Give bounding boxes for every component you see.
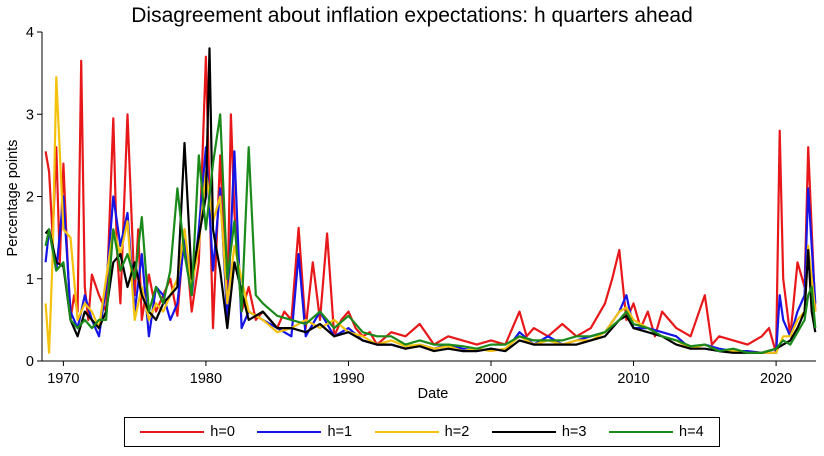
legend-label: h=4	[679, 424, 704, 440]
legend-label: h=2	[444, 424, 470, 440]
legend-label: h=0	[210, 424, 235, 440]
y-tick-label: 1	[26, 272, 34, 288]
legend-label: h=1	[327, 424, 353, 440]
x-tick-label: 2020	[760, 371, 792, 387]
x-tick-label: 1980	[190, 371, 222, 387]
legend: h=0 h=1 h=2 h=3 h=4	[124, 417, 720, 447]
x-tick-label: 2000	[475, 371, 507, 387]
series-line-h=4	[44, 113, 817, 354]
legend-item: h=4	[609, 424, 704, 440]
legend-swatch	[257, 430, 322, 434]
legend-label: h=3	[561, 424, 587, 440]
series-line-h=1	[44, 146, 817, 354]
y-tick-label: 4	[26, 25, 34, 41]
legend-item: h=1	[257, 424, 352, 440]
legend-item: h=3	[491, 424, 587, 440]
legend-item: h=0	[140, 424, 235, 440]
x-axis-label: Date	[417, 386, 449, 402]
x-tick-label: 1970	[47, 371, 79, 387]
series-line-h=0	[44, 55, 817, 354]
legend-item: h=2	[374, 424, 470, 440]
y-tick-label: 2	[26, 190, 34, 206]
y-tick-label: 3	[26, 107, 34, 123]
x-tick-label: 2010	[617, 371, 649, 387]
x-tick-label: 1990	[332, 371, 364, 387]
legend-swatch	[374, 430, 439, 434]
chart-title: Disagreement about inflation expectation…	[131, 4, 693, 27]
series-line-h=3	[44, 47, 817, 354]
y-tick-label: 0	[26, 354, 34, 370]
legend-swatch	[491, 430, 556, 434]
legend-swatch	[140, 430, 205, 434]
legend-swatch	[609, 430, 674, 434]
